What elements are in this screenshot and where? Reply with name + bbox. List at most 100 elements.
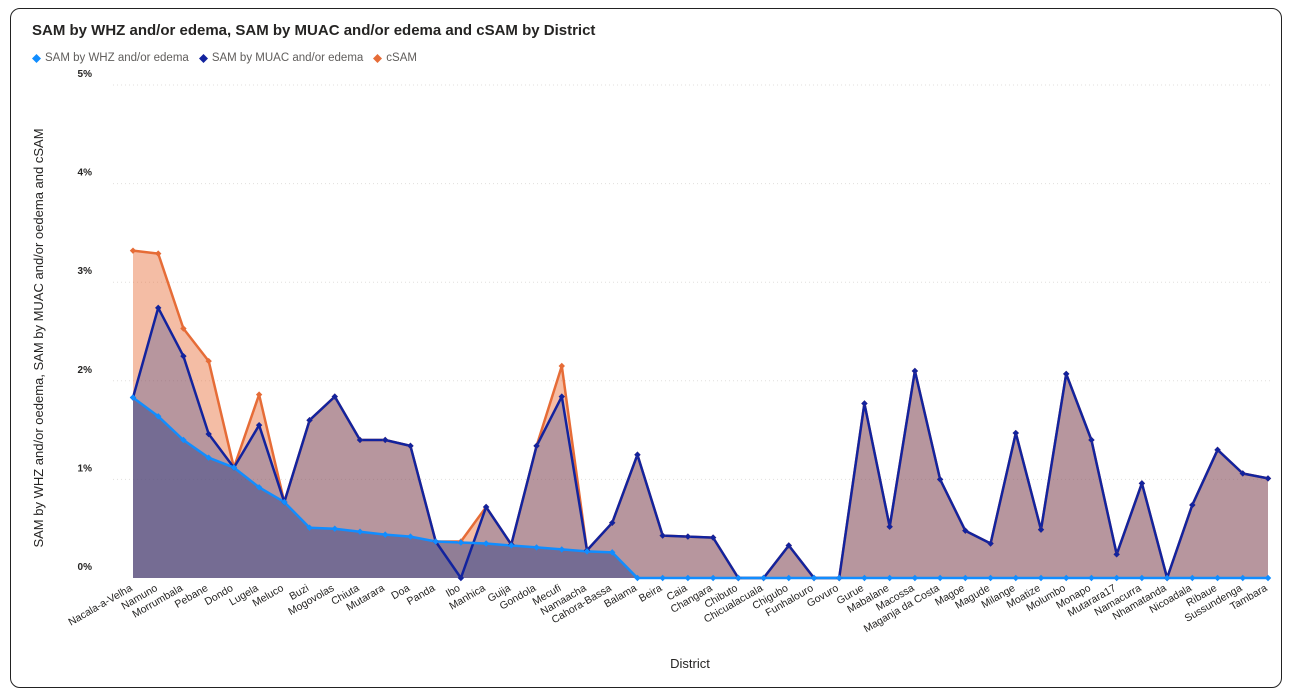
- data-point[interactable]: [1037, 574, 1045, 582]
- data-point[interactable]: [785, 542, 792, 549]
- data-point[interactable]: [155, 413, 162, 420]
- data-point[interactable]: [1063, 370, 1070, 378]
- data-point[interactable]: [255, 421, 263, 429]
- legend-item-whz[interactable]: SAM by WHZ and/or edema: [32, 52, 189, 64]
- y-tick-label: 5%: [78, 69, 93, 80]
- data-point[interactable]: [558, 546, 565, 553]
- data-point[interactable]: [482, 540, 490, 547]
- data-point[interactable]: [1012, 574, 1019, 582]
- data-point[interactable]: [457, 574, 465, 582]
- data-point[interactable]: [508, 542, 515, 549]
- data-point[interactable]: [407, 442, 414, 450]
- data-point[interactable]: [659, 574, 666, 582]
- data-point[interactable]: [1214, 574, 1221, 582]
- data-point[interactable]: [1012, 429, 1019, 437]
- data-point[interactable]: [886, 574, 893, 582]
- data-point[interactable]: [1189, 574, 1196, 582]
- y-tick-label: 0%: [78, 562, 93, 573]
- data-point[interactable]: [129, 247, 137, 254]
- data-point[interactable]: [382, 436, 389, 444]
- data-point[interactable]: [205, 454, 212, 461]
- data-point[interactable]: [482, 503, 490, 511]
- data-point[interactable]: [1037, 526, 1045, 533]
- data-point[interactable]: [1138, 574, 1146, 582]
- data-point[interactable]: [155, 304, 162, 312]
- data-point[interactable]: [1163, 574, 1171, 582]
- y-tick-label: 4%: [78, 168, 93, 179]
- legend-label-csam: cSAM: [386, 52, 417, 64]
- data-point[interactable]: [331, 393, 338, 400]
- data-point[interactable]: [911, 574, 919, 582]
- data-point[interactable]: [583, 548, 591, 555]
- data-point[interactable]: [180, 352, 187, 360]
- data-point[interactable]: [407, 533, 414, 540]
- data-point[interactable]: [155, 250, 162, 257]
- data-point[interactable]: [1264, 475, 1272, 482]
- legend-item-muac[interactable]: SAM by MUAC and/or edema: [198, 52, 363, 64]
- legend-item-csam[interactable]: cSAM: [373, 52, 417, 64]
- data-point[interactable]: [205, 430, 212, 438]
- data-point[interactable]: [457, 539, 465, 546]
- data-point[interactable]: [1063, 574, 1070, 582]
- data-point[interactable]: [1214, 446, 1221, 454]
- data-point[interactable]: [861, 400, 868, 407]
- data-point[interactable]: [1138, 480, 1146, 487]
- data-point[interactable]: [331, 525, 338, 532]
- data-point[interactable]: [432, 538, 439, 545]
- plot-area: 0% 1% 2% 3% 4% 5% Nacala-a-VelhaNamunoMorrumb…: [31, 69, 1273, 671]
- data-point[interactable]: [861, 574, 868, 582]
- data-point[interactable]: [255, 391, 263, 398]
- y-axis-ticks: 0% 1% 2% 3% 4% 5%: [78, 69, 93, 573]
- data-point[interactable]: [533, 442, 540, 450]
- data-point[interactable]: [306, 417, 313, 424]
- data-point[interactable]: [987, 540, 994, 547]
- data-point[interactable]: [533, 544, 540, 551]
- data-point[interactable]: [709, 574, 717, 582]
- data-point[interactable]: [180, 436, 187, 444]
- y-tick-label: 2%: [78, 365, 93, 376]
- data-point[interactable]: [911, 367, 919, 375]
- data-point[interactable]: [306, 524, 313, 531]
- data-point[interactable]: [659, 532, 666, 539]
- data-point[interactable]: [634, 574, 641, 582]
- data-point[interactable]: [987, 574, 994, 582]
- data-point[interactable]: [962, 527, 969, 534]
- data-point[interactable]: [558, 393, 565, 400]
- data-point[interactable]: [356, 436, 364, 444]
- data-point[interactable]: [785, 574, 792, 582]
- data-point[interactable]: [962, 574, 969, 582]
- data-point[interactable]: [886, 523, 893, 530]
- data-point[interactable]: [558, 362, 565, 370]
- area-0: [133, 397, 1268, 578]
- data-point[interactable]: [1113, 551, 1120, 558]
- data-point[interactable]: [609, 549, 616, 556]
- data-point[interactable]: [356, 528, 364, 535]
- data-point[interactable]: [255, 484, 263, 491]
- data-point[interactable]: [609, 519, 616, 526]
- data-point[interactable]: [382, 531, 389, 538]
- data-point[interactable]: [709, 534, 717, 541]
- data-point[interactable]: [1088, 574, 1095, 582]
- data-point[interactable]: [684, 533, 692, 540]
- data-point[interactable]: [281, 498, 288, 506]
- data-point[interactable]: [684, 574, 692, 582]
- data-point[interactable]: [836, 574, 843, 582]
- data-point[interactable]: [129, 394, 137, 401]
- data-point[interactable]: [1239, 574, 1246, 582]
- data-point[interactable]: [634, 451, 641, 458]
- y-axis-title: SAM by WHZ and/or oedema, SAM by MUAC an…: [31, 128, 46, 547]
- data-point[interactable]: [1264, 574, 1272, 582]
- data-point[interactable]: [1113, 574, 1120, 582]
- data-point[interactable]: [810, 574, 818, 582]
- data-point[interactable]: [230, 464, 238, 471]
- data-point[interactable]: [205, 357, 212, 365]
- data-point[interactable]: [936, 574, 944, 582]
- data-point[interactable]: [1239, 470, 1246, 477]
- data-point[interactable]: [760, 574, 767, 582]
- data-point[interactable]: [1088, 436, 1095, 444]
- area-1: [133, 307, 1268, 578]
- data-point[interactable]: [735, 574, 742, 582]
- data-point[interactable]: [936, 476, 944, 483]
- data-point[interactable]: [1189, 501, 1196, 509]
- data-point[interactable]: [180, 325, 187, 332]
